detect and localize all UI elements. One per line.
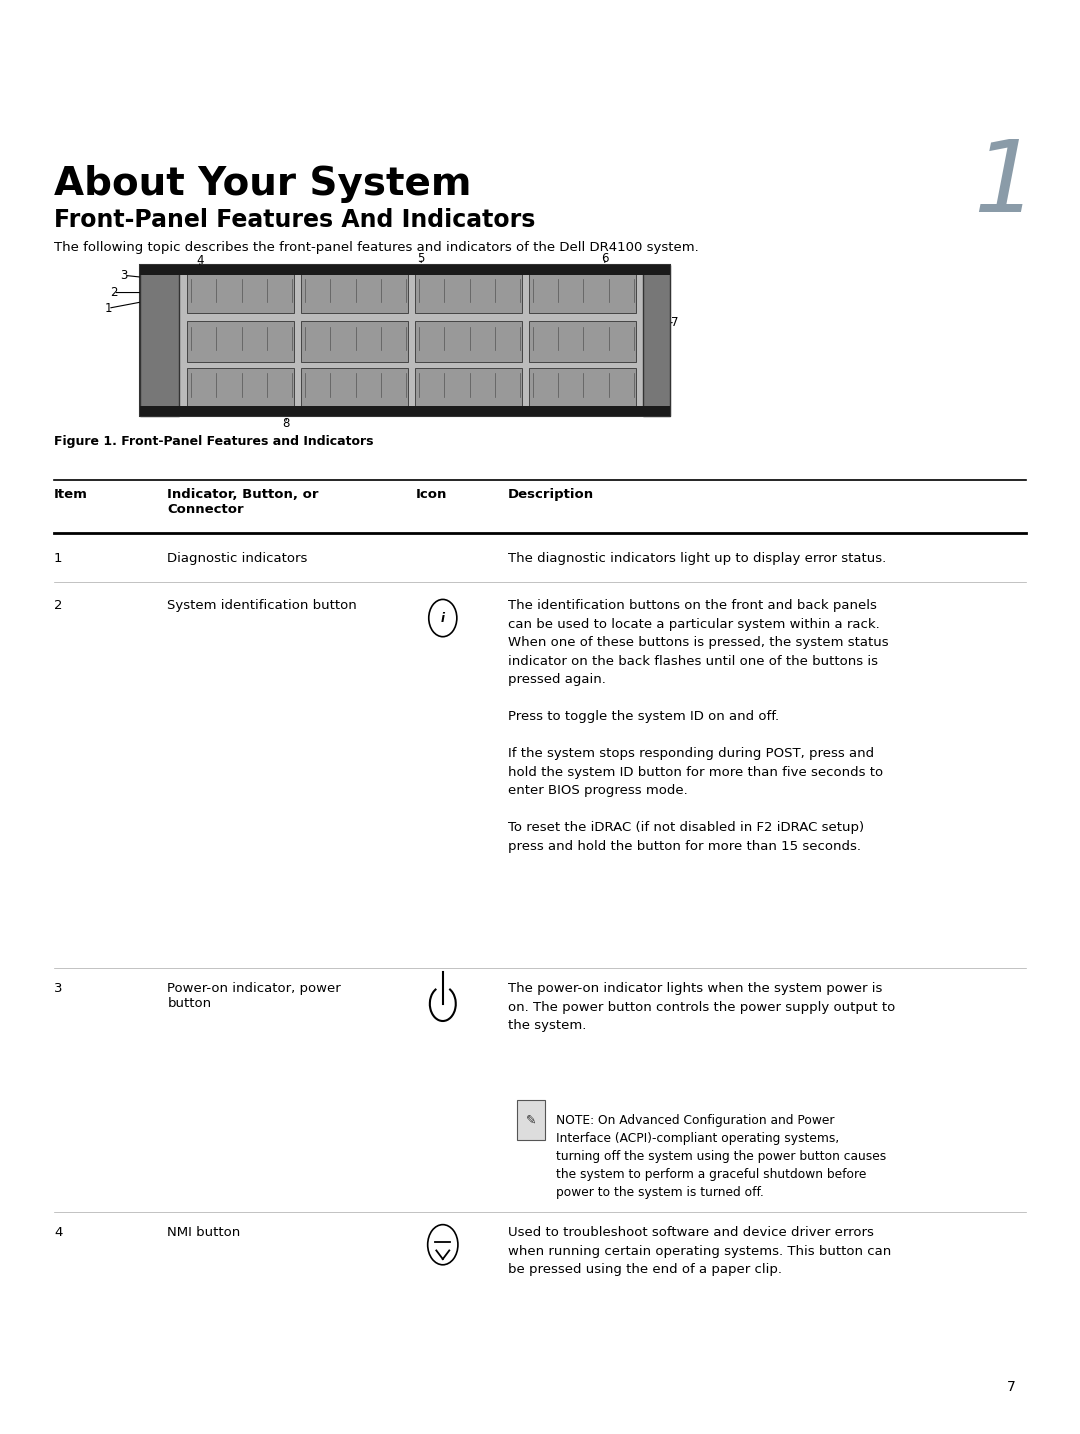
Text: The power-on indicator lights when the system power is
on. The power button cont: The power-on indicator lights when the s… (508, 982, 895, 1032)
FancyBboxPatch shape (415, 367, 523, 409)
Text: 1: 1 (105, 301, 111, 315)
FancyBboxPatch shape (300, 321, 408, 361)
FancyBboxPatch shape (140, 265, 670, 416)
Text: The diagnostic indicators light up to display error status.: The diagnostic indicators light up to di… (508, 552, 886, 565)
Text: 5: 5 (418, 251, 424, 265)
Text: System identification button: System identification button (167, 599, 357, 612)
FancyBboxPatch shape (643, 265, 670, 416)
Text: Description: Description (508, 488, 594, 500)
Text: NMI button: NMI button (167, 1226, 241, 1239)
Text: ✎: ✎ (526, 1113, 537, 1127)
FancyBboxPatch shape (517, 1100, 545, 1140)
FancyBboxPatch shape (187, 321, 294, 361)
Text: The identification buttons on the front and back panels
can be used to locate a : The identification buttons on the front … (508, 599, 888, 853)
Text: 2: 2 (54, 599, 63, 612)
Text: 1: 1 (54, 552, 63, 565)
Text: 3: 3 (121, 268, 127, 282)
FancyBboxPatch shape (529, 272, 636, 314)
FancyBboxPatch shape (300, 367, 408, 409)
FancyBboxPatch shape (187, 367, 294, 409)
FancyBboxPatch shape (140, 265, 670, 275)
FancyBboxPatch shape (187, 272, 294, 314)
FancyBboxPatch shape (140, 265, 179, 416)
Text: Diagnostic indicators: Diagnostic indicators (167, 552, 308, 565)
FancyBboxPatch shape (529, 367, 636, 409)
Text: Front-Panel Features And Indicators: Front-Panel Features And Indicators (54, 208, 536, 232)
Text: 4: 4 (54, 1226, 63, 1239)
Text: 3: 3 (54, 982, 63, 995)
Text: Figure 1. Front-Panel Features and Indicators: Figure 1. Front-Panel Features and Indic… (54, 435, 374, 447)
Text: Used to troubleshoot software and device driver errors
when running certain oper: Used to troubleshoot software and device… (508, 1226, 891, 1276)
Text: The following topic describes the front-panel features and indicators of the Del: The following topic describes the front-… (54, 241, 699, 254)
Text: Icon: Icon (416, 488, 447, 500)
Text: Item: Item (54, 488, 87, 500)
Text: 7: 7 (672, 315, 678, 330)
Text: Indicator, Button, or
Connector: Indicator, Button, or Connector (167, 488, 319, 516)
Text: About Your System: About Your System (54, 165, 472, 202)
Text: Power-on indicator, power
button: Power-on indicator, power button (167, 982, 341, 1011)
FancyBboxPatch shape (140, 406, 670, 416)
Text: 4: 4 (197, 254, 203, 268)
Text: 1: 1 (973, 136, 1037, 234)
Text: 7: 7 (1007, 1380, 1015, 1394)
Text: i: i (441, 611, 445, 625)
Text: 2: 2 (110, 285, 117, 300)
FancyBboxPatch shape (529, 321, 636, 361)
Text: 6: 6 (602, 251, 608, 265)
FancyBboxPatch shape (415, 272, 523, 314)
Text: NOTE: On Advanced Configuration and Power
Interface (ACPI)-compliant operating s: NOTE: On Advanced Configuration and Powe… (556, 1114, 887, 1199)
FancyBboxPatch shape (300, 272, 408, 314)
Text: 8: 8 (283, 416, 289, 430)
FancyBboxPatch shape (415, 321, 523, 361)
